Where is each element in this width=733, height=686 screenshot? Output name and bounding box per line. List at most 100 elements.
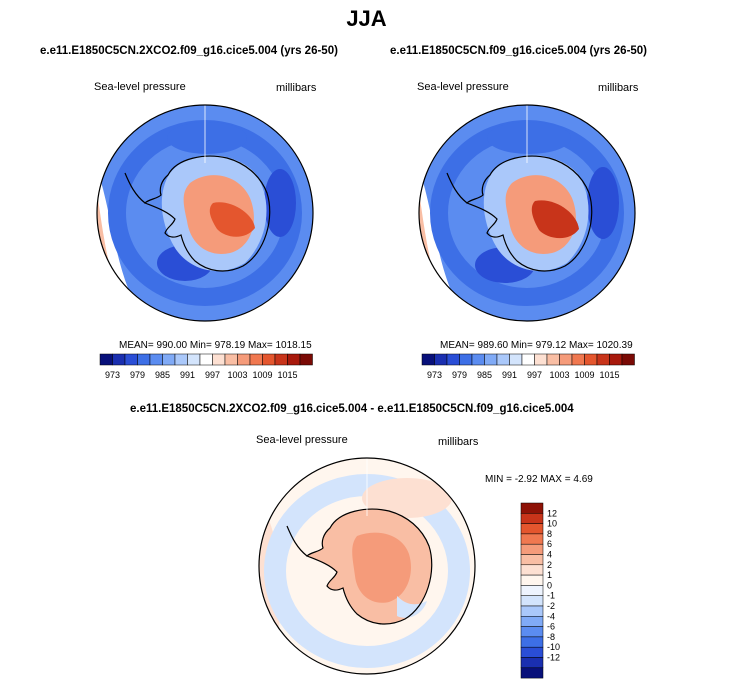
colorbar-box (520, 616, 544, 627)
colorbar-box (149, 353, 163, 366)
panel3-stats: MIN = -2.92 MAX = 4.69 (485, 474, 593, 485)
map-antarctica-coastline (465, 155, 593, 272)
season-title: JJA (346, 6, 387, 31)
colorbar-box (459, 353, 473, 366)
colorbar-box (124, 353, 138, 366)
colorbar-tick-label: 10 (547, 519, 557, 529)
colorbar-tick-label: 6 (547, 539, 552, 549)
colorbar-box (262, 353, 276, 366)
panel2-units-label: millibars (598, 82, 639, 94)
map-negative-coast (397, 596, 427, 618)
colorbar-box (520, 533, 544, 545)
colorbar-tick-label: 8 (547, 529, 552, 539)
colorbar-box (520, 595, 544, 607)
colorbar-box (496, 353, 510, 366)
map-low-center-3 (487, 122, 571, 154)
map-low-center-3 (167, 122, 247, 154)
colorbar-box (546, 353, 560, 366)
panel2-polar-map (418, 104, 636, 322)
map-antarctic-positive-core (352, 532, 411, 603)
colorbar-box (534, 353, 548, 366)
colorbar-tick-label: 1003 (549, 370, 569, 380)
colorbar-tick-label: 991 (502, 370, 517, 380)
map-high-pressure-core (209, 202, 255, 237)
panel1-variable-label: Sea-level pressure (94, 81, 186, 93)
colorbar-tick-label: -4 (547, 611, 555, 621)
colorbar-box (520, 523, 544, 535)
map-high-pressure-core (531, 200, 579, 239)
map-antarctica-coastline (305, 508, 433, 625)
panel3-units-label: millibars (438, 436, 479, 448)
map-peninsula-coastline (124, 172, 146, 204)
colorbar-box (299, 353, 313, 366)
colorbar-tick-label: 2 (547, 560, 552, 570)
panel1-colorbar: 973 979 985 991 997 1003 1009 1015 (99, 353, 313, 380)
colorbar-box (484, 353, 498, 366)
panel1-polar-map (96, 104, 314, 322)
map-low-center-2 (587, 167, 619, 239)
panel1-stats: MEAN= 990.00 Min= 978.19 Max= 1018.15 (119, 340, 312, 351)
map-positive-north (362, 478, 452, 518)
colorbar-box (520, 636, 544, 648)
colorbar-box (237, 353, 251, 366)
colorbar-tick-label: -1 (547, 591, 555, 601)
colorbar-box (571, 353, 585, 366)
panel2-title: e.e11.E1850C5CN.f09_g16.cice5.004 (yrs 2… (390, 45, 648, 57)
colorbar-box (520, 554, 544, 566)
colorbar-tick-label: 1015 (277, 370, 297, 380)
colorbar-tick-label: 985 (477, 370, 492, 380)
colorbar-box (609, 353, 623, 366)
colorbar-box (446, 353, 460, 366)
colorbar-box (520, 667, 544, 679)
colorbar-box (559, 353, 573, 366)
colorbar-box (471, 353, 485, 366)
colorbar-box (520, 646, 544, 658)
colorbar-box (162, 353, 176, 366)
colorbar-box (520, 585, 544, 596)
colorbar-box (421, 353, 435, 366)
colorbar-box (509, 353, 523, 366)
colorbar-box (520, 657, 544, 669)
map-peninsula-coastline (286, 525, 308, 557)
colorbar-box (520, 626, 544, 638)
panel1-title: e.e11.E1850C5CN.2XCO2.f09_g16.cice5.004 … (40, 45, 338, 57)
map-border (258, 457, 476, 675)
panel2-colorbar: 973 979 985 991 997 1003 1009 1015 (421, 353, 635, 380)
colorbar-tick-label: 1 (547, 570, 552, 580)
panel2-stats: MEAN= 989.60 Min= 979.12 Max= 1020.39 (440, 340, 633, 351)
colorbar-tick-label: 979 (452, 370, 467, 380)
colorbar-box (112, 353, 126, 366)
panel2-variable-label: Sea-level pressure (417, 81, 509, 93)
map-low-center-2 (264, 169, 296, 237)
colorbar-box (520, 543, 544, 555)
map-peninsula-coastline (446, 172, 468, 204)
map-border (96, 104, 314, 322)
colorbar-tick-label: 1009 (252, 370, 272, 380)
panel3-title: e.e11.E1850C5CN.2XCO2.f09_g16.cice5.004 … (130, 403, 574, 415)
colorbar-box (520, 574, 544, 586)
colorbar-box (274, 353, 288, 366)
colorbar-box (99, 353, 113, 366)
colorbar-box (521, 353, 535, 366)
colorbar-tick-label: 997 (205, 370, 220, 380)
colorbar-box (520, 605, 544, 617)
colorbar-box (520, 502, 544, 514)
colorbar-tick-label: -8 (547, 632, 555, 642)
colorbar-tick-label: 1015 (599, 370, 619, 380)
colorbar-box (199, 353, 213, 366)
colorbar-box (249, 353, 263, 366)
colorbar-box (212, 353, 226, 366)
colorbar-box (621, 353, 635, 366)
colorbar-box (224, 353, 238, 366)
colorbar-tick-label: 0 (547, 580, 552, 590)
map-border (418, 104, 636, 322)
colorbar-box (520, 564, 544, 576)
colorbar-tick-label: 4 (547, 550, 552, 560)
colorbar-tick-label: -2 (547, 601, 555, 611)
panel3-polar-map (258, 457, 476, 675)
colorbar-tick-label: -12 (547, 653, 560, 663)
colorbar-tick-label: -10 (547, 642, 560, 652)
colorbar-tick-label: 991 (180, 370, 195, 380)
colorbar-tick-label: 973 (427, 370, 442, 380)
